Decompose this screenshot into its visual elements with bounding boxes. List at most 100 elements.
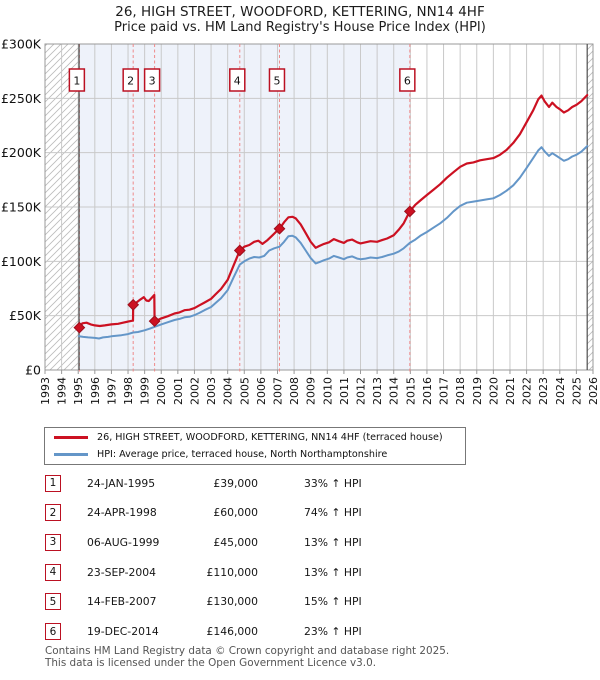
sale-marker-box-6 — [399, 68, 416, 92]
sale-marker-number-1: 1 — [73, 75, 80, 88]
sale-price: £45,000 — [213, 535, 258, 549]
sale-marker-box-2 — [122, 68, 139, 92]
sale-date: 14-FEB-2007 — [87, 595, 157, 609]
sale-marker-box-5 — [268, 68, 286, 92]
x-axis-label: 2013 — [371, 377, 384, 405]
x-axis-label: 1993 — [39, 377, 52, 405]
table-row-1: 1 24-JAN-1995 £39,000 33% ↑ HPI — [45, 474, 362, 492]
x-axis-label: 2011 — [338, 377, 351, 405]
sale-hpi-comparison: 23% ↑ HPI — [304, 625, 362, 638]
x-axis-label: 2009 — [305, 377, 318, 405]
x-axis-label: 2006 — [255, 377, 268, 405]
sale-hpi-comparison: 13% ↑ HPI — [304, 535, 362, 549]
y-axis-label: £100K — [1, 254, 42, 269]
sale-price: £110,000 — [206, 565, 258, 579]
x-axis-label: 2010 — [321, 377, 334, 405]
chart-title-block: 26, HIGH STREET, WOODFORD, KETTERING, NN… — [0, 4, 600, 36]
sale-date: 24-JAN-1995 — [87, 476, 156, 490]
x-axis-label: 2007 — [271, 377, 284, 405]
x-axis-label: 2005 — [238, 377, 251, 405]
sale-price: £39,000 — [213, 476, 258, 490]
y-axis-label: £50K — [9, 308, 42, 323]
sale-marker-box-3 — [143, 68, 161, 92]
y-axis-label: £250K — [1, 91, 42, 106]
x-axis-label: 2015 — [404, 377, 417, 405]
sale-date: 24-APR-1998 — [87, 506, 157, 520]
x-axis-label: 2023 — [537, 377, 550, 405]
x-axis-label: 2004 — [222, 377, 235, 405]
legend-label-hpi: HPI: Average price, terraced house, Nort… — [97, 449, 388, 460]
transaction-markers: 1 2 3 4 5 6 — [68, 68, 416, 334]
price-chart: 1 2 3 4 5 6 £0 £50K £100K £150K £200K £250K £300K 199… — [1, 37, 600, 406]
x-axis-label: 2014 — [388, 377, 401, 405]
page-subtitle: Price paid vs. HM Land Registry's House … — [114, 20, 486, 35]
x-axis-label: 2021 — [504, 377, 517, 405]
sale-marker-number-4: 4 — [234, 75, 241, 88]
chart-legend: 26, HIGH STREET, WOODFORD, KETTERING, NN… — [44, 427, 466, 465]
y-axis-label: £200K — [1, 145, 42, 160]
legend-item-hpi: HPI: Average price, terraced house, Nort… — [45, 448, 465, 462]
sale-marker-number-5: 5 — [273, 75, 280, 88]
sale-date: 23-SEP-2004 — [87, 565, 156, 579]
y-axis-label: £300K — [1, 37, 42, 52]
sale-number-badge: 3 — [45, 533, 61, 551]
table-row-3: 3 06-AUG-1999 £45,000 13% ↑ HPI — [45, 533, 362, 551]
sale-number-badge: 6 — [45, 623, 61, 640]
sale-marker-box-4 — [229, 68, 246, 92]
sale-diamond-6 — [403, 205, 416, 218]
sale-marker-number-2: 2 — [127, 75, 134, 88]
sale-price: £146,000 — [206, 625, 258, 638]
x-axis-label: 2012 — [355, 377, 368, 405]
x-axis-label: 2020 — [487, 377, 500, 405]
x-axis-label: 2022 — [521, 377, 534, 405]
x-axis-label: 2017 — [438, 377, 451, 405]
sale-diamond-3 — [148, 315, 161, 328]
x-axis-label: 1994 — [56, 377, 69, 405]
x-axis-label: 2008 — [288, 377, 301, 405]
hpi-line-swatch — [54, 453, 88, 456]
price-paid-line — [78, 93, 589, 329]
x-axis-label: 1998 — [122, 377, 135, 405]
sale-price: £130,000 — [206, 595, 258, 609]
footer-line-2: This data is licensed under the Open Gov… — [45, 656, 377, 669]
sale-diamond-2 — [127, 298, 140, 311]
sale-number-badge: 1 — [45, 474, 61, 492]
sale-hpi-comparison: 15% ↑ HPI — [304, 595, 362, 609]
sale-number-badge: 2 — [45, 504, 61, 522]
y-axis-label: £150K — [1, 200, 42, 215]
sale-hpi-comparison: 74% ↑ HPI — [304, 506, 362, 520]
sale-date: 06-AUG-1999 — [87, 535, 160, 549]
sale-marker-box-1 — [68, 68, 86, 92]
sale-number-badge: 5 — [45, 593, 61, 611]
sale-number-badge: 4 — [45, 563, 61, 581]
table-row-5: 5 14-FEB-2007 £130,000 15% ↑ HPI — [45, 593, 362, 611]
sale-hpi-comparison: 33% ↑ HPI — [304, 476, 362, 490]
x-axis-label: 2026 — [587, 377, 600, 405]
sale-diamond-4 — [233, 244, 246, 257]
table-row-2: 2 24-APR-1998 £60,000 74% ↑ HPI — [45, 504, 362, 522]
table-row-4: 4 23-SEP-2004 £110,000 13% ↑ HPI — [45, 563, 362, 581]
sale-price: £60,000 — [213, 506, 258, 520]
x-axis-label: 2025 — [570, 377, 583, 405]
footer-line-1: Contains HM Land Registry data © Crown c… — [45, 645, 450, 657]
x-axis-label: 2002 — [188, 377, 201, 405]
sale-marker-number-6: 6 — [404, 75, 411, 88]
legend-item-property: 26, HIGH STREET, WOODFORD, KETTERING, NN… — [45, 431, 465, 445]
x-axis-label: 2003 — [205, 377, 218, 405]
plot-border — [44, 43, 594, 371]
page-title: 26, HIGH STREET, WOODFORD, KETTERING, NN… — [115, 4, 485, 20]
x-axis-label: 1995 — [72, 377, 85, 405]
sale-diamond-5 — [273, 222, 286, 235]
sale-hpi-comparison: 13% ↑ HPI — [304, 565, 362, 579]
legend-label-property: 26, HIGH STREET, WOODFORD, KETTERING, NN… — [97, 432, 443, 443]
hpi-line — [78, 145, 589, 340]
x-axis-label: 1999 — [139, 377, 152, 405]
x-axis-label: 2001 — [172, 377, 185, 405]
sale-date: 19-DEC-2014 — [87, 625, 159, 638]
table-row-6: 6 19-DEC-2014 £146,000 23% ↑ HPI — [45, 623, 362, 641]
sale-marker-number-3: 3 — [149, 75, 156, 88]
x-axis-label: 2018 — [454, 377, 467, 405]
x-axis-label: 2024 — [554, 377, 567, 405]
x-axis-label: 1997 — [105, 377, 118, 405]
